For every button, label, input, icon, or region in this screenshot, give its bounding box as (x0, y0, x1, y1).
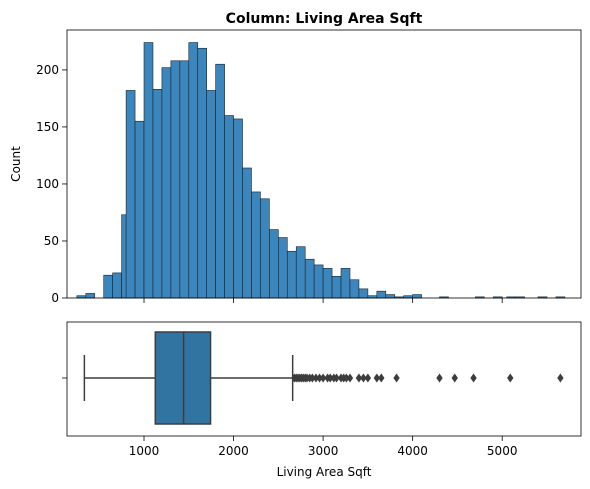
chart-title: Column: Living Area Sqft (226, 11, 423, 27)
histogram-bar (170, 60, 181, 299)
y-tick-label: 50 (44, 234, 59, 248)
histogram-bar (152, 89, 163, 299)
histogram-bar (286, 250, 297, 299)
histogram-bar (125, 90, 136, 299)
outlier-point (364, 373, 372, 383)
histogram-bar (331, 276, 342, 299)
histogram-bar (376, 290, 387, 299)
outlier-point (451, 373, 458, 383)
histogram-bar (260, 198, 270, 299)
outlier-point (436, 373, 443, 383)
histogram-bar (278, 237, 288, 299)
outlier-point (557, 373, 564, 383)
histogram-x-ticks (143, 298, 503, 303)
x-tick-label: 3000 (308, 444, 339, 458)
outlier-point (333, 373, 340, 383)
histogram-bar (206, 90, 216, 299)
histogram-bar (295, 246, 306, 299)
outlier-point (393, 373, 400, 383)
outlier-point (316, 373, 323, 383)
y-tick-label: 100 (36, 177, 59, 191)
histogram-bar (313, 264, 324, 299)
outlier-point (312, 373, 320, 383)
histogram-bar (233, 118, 243, 299)
outlier-point (507, 373, 514, 383)
outlier-point (355, 373, 363, 383)
histogram-bar (385, 294, 396, 299)
outlier-point (360, 373, 367, 383)
histogram-bar (179, 60, 190, 299)
y-tick-label: 150 (36, 120, 59, 134)
x-axis-label: Living Area Sqft (277, 465, 372, 479)
x-tick-label: 1000 (129, 444, 160, 458)
boxplot-x-ticks: 1000 2000 3000 4000 5000 (129, 436, 518, 458)
histogram-bar (197, 47, 207, 299)
histogram-bar (340, 268, 351, 299)
histogram-bar (242, 167, 252, 299)
outlier-point (470, 373, 477, 383)
histogram-bar (224, 115, 234, 299)
histogram-bar (161, 67, 172, 299)
y-tick-label: 200 (36, 63, 59, 77)
outlier-point (309, 373, 316, 383)
y-tick-label: 0 (51, 291, 59, 305)
histogram-bars (76, 42, 566, 299)
outlier-point (346, 373, 354, 383)
x-tick-label: 2000 (218, 444, 249, 458)
outlier-point (319, 373, 327, 383)
histogram-bar (85, 293, 96, 299)
y-axis-label: Count (9, 146, 23, 182)
boxplot-frame (66, 321, 582, 437)
histogram-bar (322, 268, 333, 299)
histogram-bar (304, 258, 315, 299)
histogram-bar (269, 229, 279, 299)
histogram-bar (251, 191, 261, 299)
histogram-bar (412, 294, 422, 299)
histogram-bar (112, 272, 122, 299)
histogram-bar (143, 42, 154, 299)
histogram-bar (215, 63, 225, 299)
outlier-point (378, 373, 385, 383)
histogram-frame (66, 29, 582, 299)
x-tick-label: 5000 (487, 444, 518, 458)
outlier-point (327, 373, 334, 383)
x-tick-label: 4000 (397, 444, 428, 458)
histogram-bar (134, 120, 145, 299)
outlier-point (373, 373, 381, 383)
histogram-bar (349, 279, 360, 299)
histogram-bar (358, 288, 369, 299)
histogram-bar (103, 274, 113, 299)
histogram-y-ticks: 0 50 100 150 200 (36, 63, 67, 305)
histogram-bar (188, 42, 199, 299)
boxplot (83, 331, 564, 425)
outlier-point (343, 373, 350, 383)
